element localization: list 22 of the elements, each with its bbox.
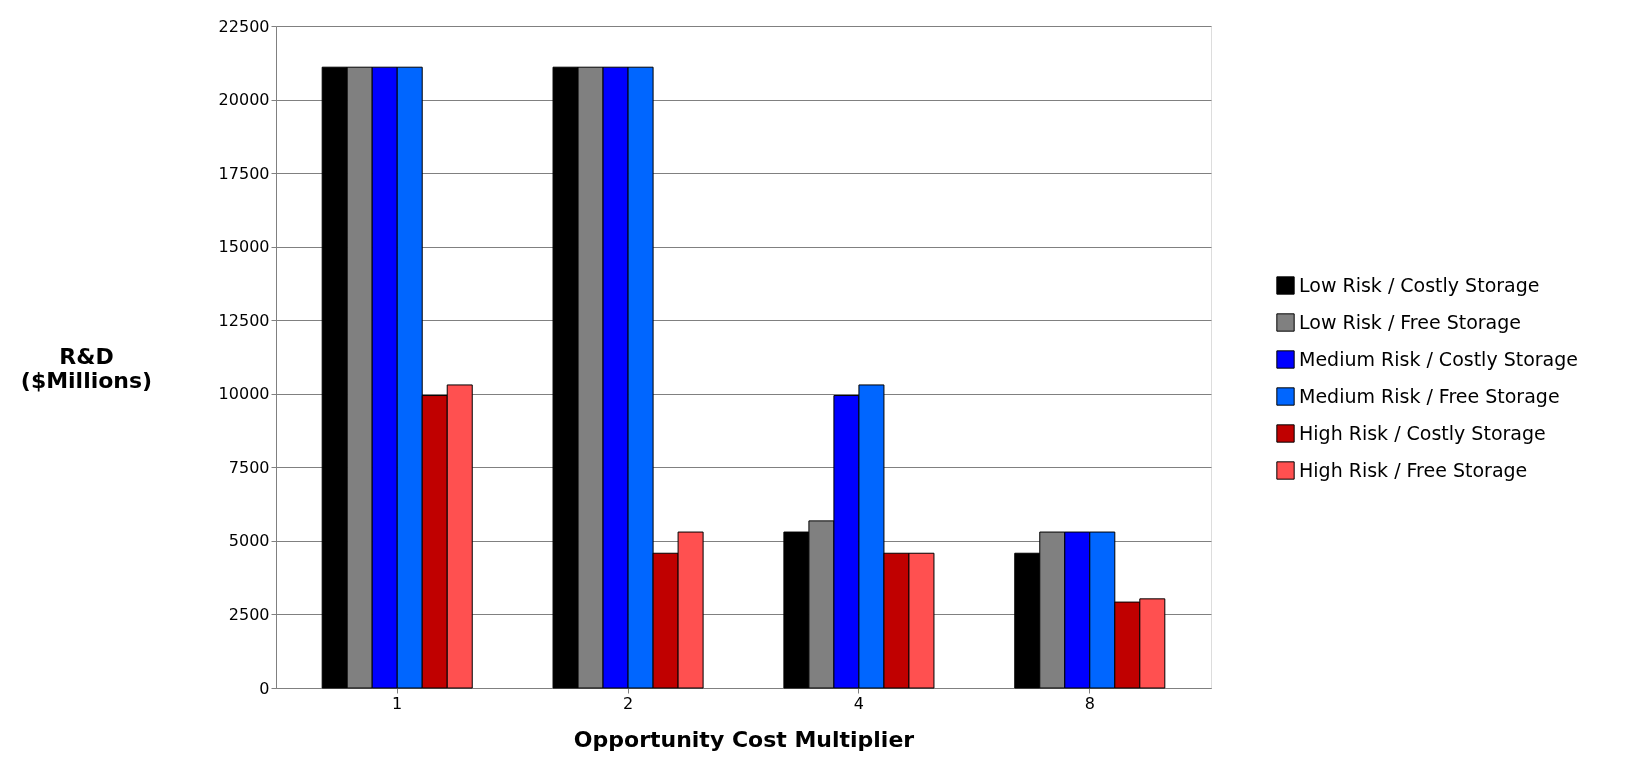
- legend-label: Low Risk / Free Storage: [1299, 310, 1522, 333]
- y-tick-label: 7500: [228, 457, 270, 477]
- x-tick-label: 8: [1084, 693, 1095, 713]
- y-tick-label: 22500: [218, 16, 270, 36]
- y-tick-label: 5000: [228, 531, 270, 551]
- legend-label: Medium Risk / Free Storage: [1299, 384, 1560, 407]
- y-tick-label: 17500: [218, 163, 270, 183]
- x-axis-title: Opportunity Cost Multiplier: [573, 726, 915, 752]
- y-tick-label: 15000: [218, 237, 270, 257]
- legend-label: High Risk / Costly Storage: [1299, 421, 1546, 444]
- y-tick-label: 10000: [218, 384, 270, 404]
- y-tick-label: 2500: [228, 604, 270, 624]
- legend-label: Low Risk / Costly Storage: [1299, 273, 1540, 296]
- legend-label: Medium Risk / Costly Storage: [1299, 347, 1579, 370]
- x-tick-label: 1: [392, 693, 403, 713]
- y-tick-label: 0: [259, 678, 270, 698]
- legend-label: High Risk / Free Storage: [1299, 458, 1528, 481]
- y-tick-label: 12500: [218, 310, 270, 330]
- y-tick-label: 20000: [218, 90, 270, 110]
- x-tick-label: 4: [853, 693, 865, 713]
- y-axis-title: R&D ($Millions): [20, 343, 153, 393]
- x-tick-label: 2: [622, 693, 634, 713]
